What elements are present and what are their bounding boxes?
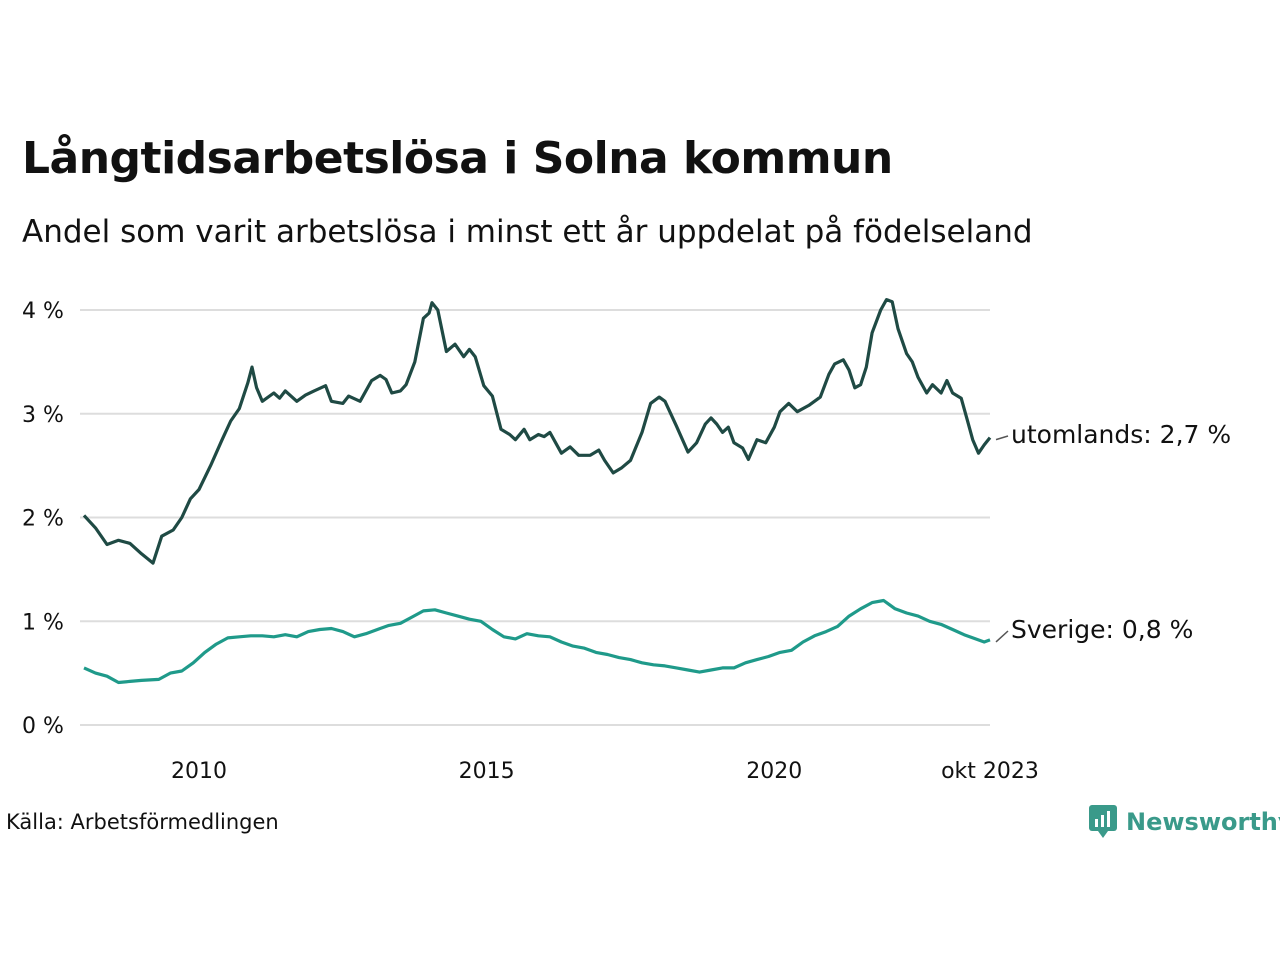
x-tick-label: 2015	[459, 759, 515, 784]
brand-name: Newsworthy	[1126, 808, 1280, 836]
x-tick-label: 2010	[171, 759, 227, 784]
y-tick-label: 3 %	[22, 403, 64, 428]
y-tick-label: 4 %	[22, 299, 64, 324]
x-tick-label: 2020	[746, 759, 802, 784]
chart-title: Långtidsarbetslösa i Solna kommun	[22, 133, 893, 184]
series-label-connector	[995, 630, 1009, 643]
y-tick-label: 2 %	[22, 507, 64, 532]
source-note: Källa: Arbetsförmedlingen	[6, 810, 279, 834]
series-line-sverige	[83, 598, 991, 685]
chart-subtitle: Andel som varit arbetslösa i minst ett å…	[22, 214, 1033, 250]
series-end-label-utomlands: utomlands: 2,7 %	[1011, 420, 1231, 449]
newsworthy-logo-icon	[1089, 805, 1117, 838]
series-line-utomlands	[82, 298, 992, 565]
x-tick-label: okt 2023	[941, 759, 1039, 784]
brand-logo: Newsworthy	[1088, 804, 1280, 840]
series-label-connector	[995, 435, 1009, 441]
series-end-label-sverige: Sverige: 0,8 %	[1011, 615, 1193, 644]
y-tick-label: 1 %	[22, 610, 64, 635]
y-tick-label: 0 %	[22, 714, 64, 739]
